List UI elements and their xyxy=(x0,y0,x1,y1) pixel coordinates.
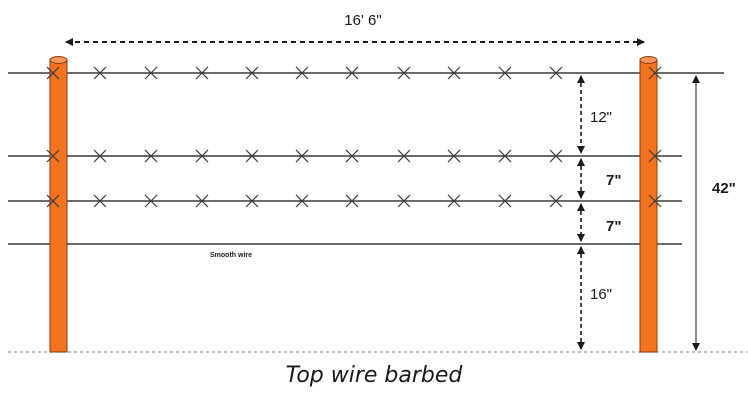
barb xyxy=(549,194,563,208)
barb xyxy=(397,66,411,80)
barb xyxy=(345,194,359,208)
barb xyxy=(93,66,107,80)
barb xyxy=(397,149,411,163)
barb xyxy=(144,194,158,208)
barb xyxy=(144,66,158,80)
post-barb xyxy=(46,149,60,163)
barb xyxy=(245,194,259,208)
barb xyxy=(93,149,107,163)
barb xyxy=(498,194,512,208)
post-barb xyxy=(648,149,662,163)
spacing-label-16: 16" xyxy=(590,286,612,303)
barb xyxy=(447,66,461,80)
left-post xyxy=(49,56,68,353)
post-barbs xyxy=(46,66,662,208)
right-post xyxy=(639,56,658,353)
barb xyxy=(195,66,209,80)
post-barb xyxy=(46,66,60,80)
barb xyxy=(144,149,158,163)
spacing-label-7-upper: 7" xyxy=(606,172,621,189)
barb xyxy=(345,149,359,163)
post-barb xyxy=(46,194,60,208)
barb xyxy=(498,149,512,163)
barb xyxy=(549,66,563,80)
barb xyxy=(295,66,309,80)
post-barb xyxy=(648,194,662,208)
total-height-label: 42" xyxy=(712,180,736,197)
barbs xyxy=(93,66,563,208)
barb xyxy=(345,66,359,80)
barb xyxy=(195,149,209,163)
post-barb xyxy=(648,66,662,80)
smooth-wire-label: Smooth wire xyxy=(210,252,252,259)
barb xyxy=(245,149,259,163)
barb xyxy=(295,149,309,163)
barb xyxy=(397,194,411,208)
caption: Top wire barbed xyxy=(285,363,463,388)
barb xyxy=(447,149,461,163)
spacing-label-12: 12" xyxy=(590,109,612,126)
barb xyxy=(447,194,461,208)
barb xyxy=(245,66,259,80)
width-label: 16' 6" xyxy=(344,12,381,29)
barb xyxy=(498,66,512,80)
barb xyxy=(93,194,107,208)
barb xyxy=(195,194,209,208)
barb xyxy=(549,149,563,163)
spacing-label-7-lower: 7" xyxy=(606,218,621,235)
barb xyxy=(295,194,309,208)
